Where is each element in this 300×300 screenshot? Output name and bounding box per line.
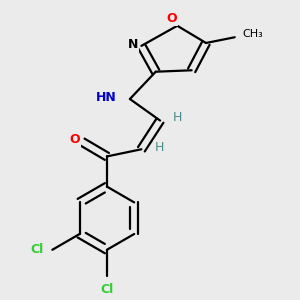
Text: O: O <box>166 12 177 25</box>
Text: H: H <box>154 141 164 154</box>
Text: CH₃: CH₃ <box>242 29 263 39</box>
Text: HN: HN <box>96 91 117 104</box>
Text: Cl: Cl <box>30 243 43 256</box>
Text: Cl: Cl <box>100 283 113 296</box>
Text: H: H <box>173 111 182 124</box>
Text: N: N <box>128 38 138 51</box>
Text: O: O <box>69 133 80 146</box>
